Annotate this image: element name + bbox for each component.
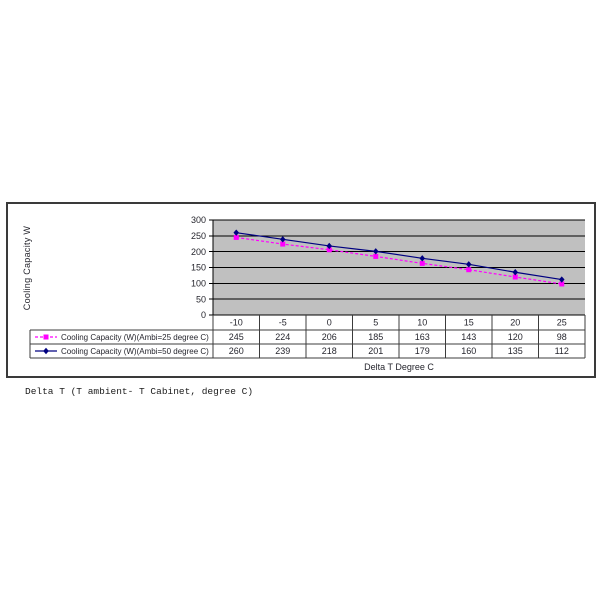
marker-diamond — [419, 255, 426, 262]
marker-diamond — [279, 236, 286, 243]
legend-series-label: Cooling Capacity (W)(Ambi=25 degree C) — [61, 333, 209, 342]
table-value-cell: 218 — [322, 346, 337, 356]
marker-diamond — [326, 242, 333, 250]
series-line — [236, 232, 562, 281]
table-value-cell: 163 — [415, 332, 430, 342]
marker-square — [512, 274, 518, 280]
y-tick-label: 200 — [191, 247, 206, 257]
marker-square — [419, 260, 425, 266]
table-value-cell: 160 — [461, 346, 476, 356]
chart-caption: Delta T (T ambient- T Cabinet, degree C) — [25, 386, 254, 397]
table-category-cell: 10 — [417, 318, 427, 328]
marker-diamond — [512, 269, 519, 276]
marker-square — [233, 234, 239, 240]
y-tick-label: 100 — [191, 279, 206, 289]
marker-square — [373, 253, 379, 259]
table-category-cell: -10 — [230, 318, 243, 328]
table-value-cell: 245 — [229, 332, 244, 342]
table-value-cell: 185 — [368, 332, 383, 342]
table-category-cell: 5 — [373, 318, 378, 328]
y-tick-label: 0 — [201, 310, 206, 320]
chart-frame: 0 50 100 150 200 250 300 -10 -5 0 5 10 15 20 25 Cooling… — [6, 202, 596, 378]
y-tick-label: 250 — [191, 231, 206, 241]
x-axis-title: Delta T Degree C — [364, 362, 434, 372]
table-value-cell: 135 — [508, 346, 523, 356]
table-category-cell: 20 — [510, 318, 520, 328]
table-category-cell: 25 — [557, 318, 567, 328]
table-category-cell: 0 — [327, 318, 332, 328]
y-tick-label: 300 — [191, 215, 206, 225]
marker-square — [559, 281, 565, 287]
table-value-cell: 206 — [322, 332, 337, 342]
marker-diamond — [465, 261, 472, 268]
table-value-cell: 260 — [229, 346, 244, 356]
marker-diamond — [43, 347, 49, 355]
table-value-cell: 143 — [461, 332, 476, 342]
marker-diamond — [372, 248, 379, 255]
y-tick-label: 150 — [191, 263, 206, 273]
marker-square — [43, 334, 49, 340]
legend-series-label: Cooling Capacity (W)(Ambi=50 degree C) — [61, 347, 209, 356]
table-value-cell: 224 — [275, 332, 290, 342]
marker-square — [280, 241, 286, 247]
marker-diamond — [558, 276, 565, 283]
table-value-cell: 239 — [275, 346, 290, 356]
table-value-cell: 112 — [555, 346, 569, 356]
marker-square — [466, 267, 472, 273]
table-value-cell: 179 — [415, 346, 430, 356]
line-chart: 0 50 100 150 200 250 300 -10 -5 0 5 10 15 20 25 Cooling… — [29, 215, 586, 359]
marker-square — [326, 247, 332, 253]
table-category-cell: 15 — [464, 318, 474, 328]
y-axis-title: Cooling Capacity W — [22, 225, 32, 311]
marker-diamond — [233, 229, 240, 236]
table-value-cell: 98 — [557, 332, 567, 342]
table-value-cell: 120 — [508, 332, 523, 342]
table-category-cell: -5 — [279, 318, 287, 328]
table-value-cell: 201 — [368, 346, 383, 356]
y-tick-label: 50 — [196, 294, 206, 304]
